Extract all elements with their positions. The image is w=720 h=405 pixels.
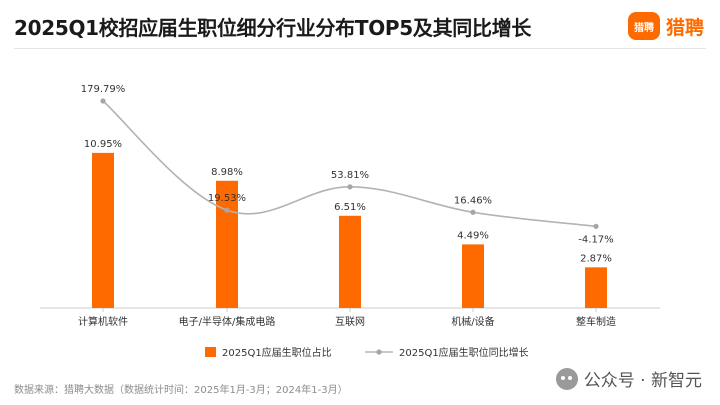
watermark-text: 公众号 · 新智元 xyxy=(583,371,702,391)
bar xyxy=(92,152,114,308)
bar-value-label: 8.98% xyxy=(211,167,243,178)
growth-value-label: -4.17% xyxy=(578,234,613,245)
chart-title: 2025Q1校招应届生职位细分行业分布TOP5及其同比增长 xyxy=(14,16,532,40)
brand: 猎聘 猎聘 xyxy=(627,12,704,40)
growth-point xyxy=(100,98,106,104)
legend-bar-swatch xyxy=(205,347,216,357)
wechat-icon xyxy=(555,367,578,390)
legend-line-marker xyxy=(376,349,382,355)
bar-value-label: 10.95% xyxy=(84,139,122,150)
bar-value-label: 2.87% xyxy=(580,253,612,264)
legend-bar-label: 2025Q1应届生职位占比 xyxy=(222,346,332,359)
x-tick-label: 互联网 xyxy=(335,316,365,328)
growth-point xyxy=(347,184,353,190)
wechat-watermark: 公众号 · 新智元 xyxy=(555,366,702,391)
x-tick-label: 计算机软件 xyxy=(78,315,128,328)
growth-value-label: 179.79% xyxy=(81,84,126,95)
bar-value-label: 4.49% xyxy=(457,230,489,241)
growth-value-label: 16.46% xyxy=(454,195,492,206)
x-tick-label: 整车制造 xyxy=(576,315,616,328)
growth-value-label: 53.81% xyxy=(331,170,369,181)
title-divider xyxy=(14,48,706,49)
growth-point xyxy=(593,223,599,229)
growth-point xyxy=(470,209,476,215)
growth-point xyxy=(224,207,230,213)
bar xyxy=(462,244,484,308)
x-tick-label: 电子/半导体/集成电路 xyxy=(179,315,276,328)
brand-name: 猎聘 xyxy=(665,16,704,39)
bar xyxy=(339,215,361,308)
bar xyxy=(585,267,607,308)
bar-value-label: 6.51% xyxy=(334,202,366,213)
data-source-note: 数据来源：猎聘大数据（数据统计时间：2025年1月-3月；2024年1-3月） xyxy=(14,385,348,396)
legend-line-label: 2025Q1应届生职位同比增长 xyxy=(399,346,529,359)
x-tick-label: 机械/设备 xyxy=(451,315,494,328)
liepin-logo-icon: 猎聘 xyxy=(627,12,660,40)
growth-value-label: 19.53% xyxy=(208,193,246,204)
